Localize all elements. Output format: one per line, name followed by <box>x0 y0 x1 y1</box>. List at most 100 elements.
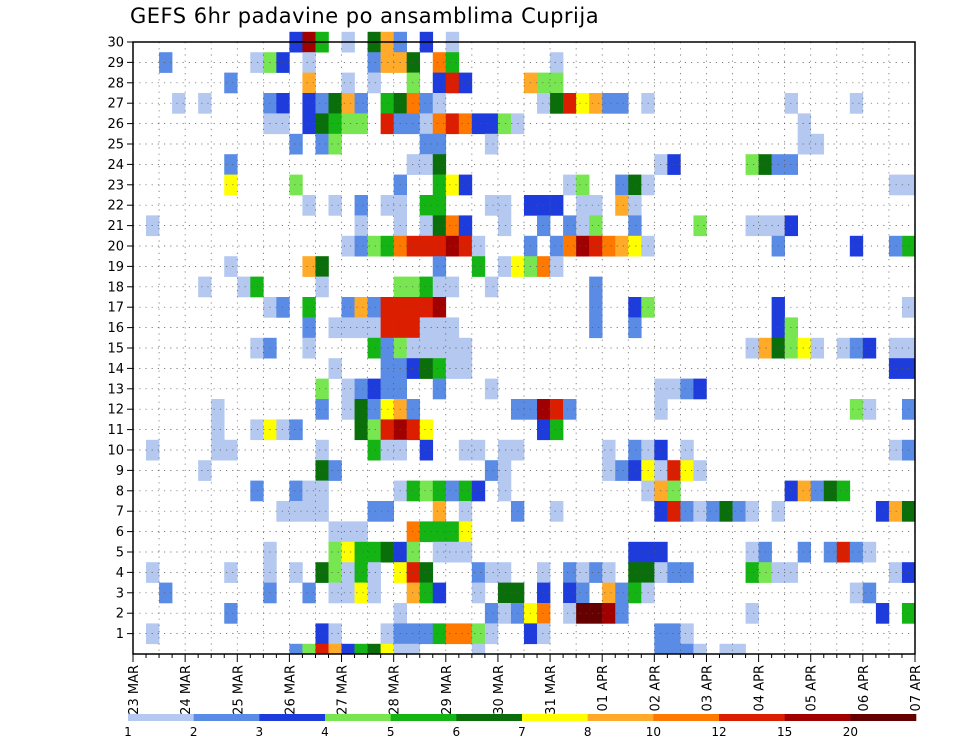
heatmap-cell <box>315 643 329 655</box>
heatmap-cell <box>224 174 238 196</box>
heatmap-cell <box>367 562 381 583</box>
heatmap-cell <box>537 582 551 604</box>
heatmap-cell <box>602 93 616 114</box>
heatmap-cell <box>406 541 421 563</box>
heatmap-cell <box>667 378 681 400</box>
heatmap-cell <box>550 419 564 441</box>
legend-swatch <box>784 714 851 721</box>
heatmap-cell <box>693 378 707 400</box>
y-tick-label: 30 <box>107 36 124 51</box>
heatmap-cell <box>315 378 329 400</box>
heatmap-cell <box>367 317 381 339</box>
heatmap-cell <box>419 317 434 339</box>
x-tick-label: 05 APR <box>805 665 820 711</box>
y-tick-label: 10 <box>107 444 124 459</box>
heatmap-cell <box>432 521 447 543</box>
heatmap-cell <box>328 643 342 655</box>
heatmap-cell <box>745 215 759 237</box>
y-tick-label: 29 <box>107 56 124 71</box>
y-tick-label: 24 <box>107 158 124 173</box>
heatmap-cell <box>354 582 368 604</box>
heatmap-cell <box>276 297 290 318</box>
heatmap-cell <box>380 643 394 655</box>
heatmap-cell <box>563 215 577 237</box>
heatmap-cell <box>341 93 355 114</box>
heatmap-cell <box>888 562 903 583</box>
heatmap-cell <box>550 93 564 114</box>
heatmap-cell <box>445 276 460 298</box>
heatmap-cell <box>602 582 616 604</box>
x-tick-label: 24 MAR <box>179 665 194 715</box>
heatmap-cell <box>497 215 512 237</box>
heatmap-cell <box>445 215 460 237</box>
heatmap-cell <box>367 439 381 461</box>
heatmap-cell <box>341 399 355 420</box>
heatmap-cell <box>758 154 772 175</box>
heatmap-cell <box>732 501 746 522</box>
heatmap-cell <box>497 113 512 135</box>
heatmap-cell <box>419 623 434 645</box>
heatmap-cell <box>250 276 264 298</box>
heatmap-cell <box>406 235 421 257</box>
heatmap-cell <box>563 582 577 604</box>
heatmap-cell <box>589 562 603 583</box>
heatmap-cell <box>419 480 434 502</box>
heatmap-cell <box>315 113 329 135</box>
heatmap-cell <box>537 419 551 441</box>
heatmap-cell <box>875 501 890 522</box>
heatmap-cell <box>445 52 460 73</box>
y-tick-label: 12 <box>107 403 124 418</box>
heatmap-cell <box>289 174 303 196</box>
heatmap-cell <box>484 623 499 645</box>
heatmap-cell <box>419 215 434 237</box>
heatmap-cell <box>563 235 577 257</box>
y-tick-label: 14 <box>107 362 124 377</box>
heatmap-cell <box>354 378 368 400</box>
heatmap-cell <box>328 195 342 216</box>
y-tick-label: 16 <box>107 321 124 336</box>
heatmap-cell <box>602 603 616 624</box>
heatmap-cell <box>888 235 903 257</box>
heatmap-cell <box>602 460 616 481</box>
heatmap-cell <box>576 195 590 216</box>
heatmap-cell <box>341 582 355 604</box>
heatmap-cell <box>406 297 421 318</box>
heatmap-cell <box>224 439 238 461</box>
heatmap-cell <box>732 643 746 655</box>
heatmap-cell <box>628 317 642 339</box>
heatmap-cell <box>484 276 499 298</box>
y-tick-label: 7 <box>116 505 124 520</box>
heatmap-cell <box>419 113 434 135</box>
heatmap-cell <box>862 541 877 563</box>
heatmap-cell <box>458 358 473 379</box>
heatmap-cell <box>289 133 303 155</box>
heatmap-cell <box>680 439 694 461</box>
chart-title: GEFS 6hr padavine po ansamblima Cuprija <box>130 4 600 28</box>
heatmap-cell <box>289 643 303 655</box>
heatmap-cell <box>797 337 812 359</box>
heatmap-cell <box>628 541 642 563</box>
grid-lines <box>133 41 915 654</box>
heatmap-cell <box>406 113 421 135</box>
heatmap-cell <box>367 643 381 655</box>
heatmap-cell <box>615 603 629 624</box>
heatmap-cell <box>537 623 551 645</box>
heatmap-cell <box>315 480 329 502</box>
heatmap-cell <box>354 317 368 339</box>
heatmap-cell <box>680 643 694 655</box>
heatmap-cell <box>367 541 381 563</box>
heatmap-cell <box>576 174 590 196</box>
heatmap-cell <box>419 93 434 114</box>
heatmap-cell <box>211 399 225 420</box>
heatmap-cell <box>576 603 590 624</box>
heatmap-cell <box>341 378 355 400</box>
legend-swatch <box>653 714 720 721</box>
heatmap-cell <box>589 93 603 114</box>
heatmap-cell <box>484 603 499 624</box>
legend-label: 6 <box>453 725 461 739</box>
heatmap-cell <box>628 174 642 196</box>
heatmap-cell <box>471 113 486 135</box>
heatmap-cell <box>862 399 877 420</box>
heatmap-cell <box>302 113 316 135</box>
heatmap-cell <box>367 297 381 318</box>
